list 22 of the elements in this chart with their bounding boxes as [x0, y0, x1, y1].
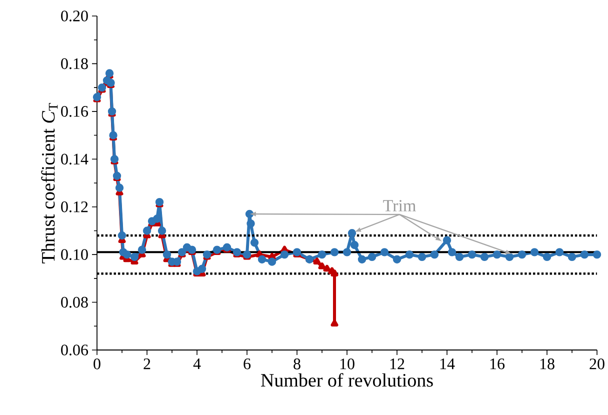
y-tick-label: 0.08 [61, 296, 88, 308]
y-tick-label: 0.10 [61, 249, 88, 260]
y-tick-label: 0.20 [61, 10, 88, 22]
x-tick-label: 8 [294, 358, 300, 370]
x-tick-label: 20 [590, 358, 604, 370]
x-tick-label: 14 [440, 358, 455, 370]
x-tick-label: 2 [144, 358, 150, 370]
x-tick-label: 4 [193, 358, 201, 370]
x-tick-label: 10 [340, 358, 354, 370]
annotation: Trim [383, 200, 416, 212]
x-axis-title: Number of revolutions [261, 373, 433, 387]
x-tick-label: 16 [490, 358, 505, 370]
y-tick-label: 0.06 [61, 344, 88, 356]
y-tick-label: 0.14 [61, 154, 88, 165]
x-tick-label: 12 [390, 358, 404, 370]
y-tick-label: 0.12 [61, 201, 88, 212]
y-axis-title: Thrust coefficient C$_{T}$ [41, 102, 58, 264]
y-tick-label: 0.18 [61, 58, 88, 70]
x-tick-label: 0 [94, 358, 100, 370]
y-tick-label: 0.16 [61, 106, 88, 117]
x-tick-label: 18 [540, 358, 554, 370]
x-tick-label: 6 [244, 358, 251, 370]
